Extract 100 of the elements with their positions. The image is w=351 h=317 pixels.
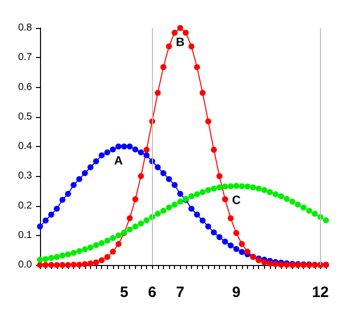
point	[48, 212, 54, 218]
point	[93, 259, 100, 266]
y-tick-label: 0.1	[18, 230, 32, 241]
point	[82, 170, 88, 176]
series-label: C	[232, 192, 241, 207]
point	[154, 164, 161, 170]
point	[266, 260, 273, 267]
point	[110, 235, 116, 242]
point	[48, 254, 54, 261]
point	[228, 242, 234, 248]
point	[132, 196, 138, 202]
point	[172, 182, 178, 188]
x-tick-label: 9	[232, 284, 240, 301]
point	[87, 164, 94, 170]
point	[205, 118, 212, 124]
point	[216, 173, 222, 180]
point	[37, 256, 43, 263]
point	[284, 196, 290, 202]
point	[65, 190, 72, 197]
point	[238, 240, 245, 247]
point	[87, 244, 94, 251]
point	[306, 208, 312, 214]
point	[222, 238, 228, 245]
point	[54, 262, 60, 268]
point	[116, 144, 122, 150]
point	[116, 232, 122, 238]
point	[323, 217, 329, 224]
y-tick-label: 0.8	[18, 22, 32, 34]
point	[200, 189, 206, 196]
point	[48, 262, 54, 268]
point	[93, 158, 100, 164]
point	[200, 218, 206, 224]
point	[194, 212, 200, 218]
point	[98, 152, 105, 158]
point	[87, 260, 94, 267]
point	[42, 218, 49, 224]
point	[210, 229, 217, 236]
point	[205, 187, 212, 194]
point	[289, 198, 296, 205]
point	[116, 240, 122, 247]
point	[166, 176, 172, 182]
y-tick-label: 0.4	[18, 141, 32, 152]
point	[261, 259, 268, 266]
point	[126, 144, 133, 150]
point	[65, 262, 72, 268]
point	[312, 210, 318, 217]
point	[188, 43, 194, 50]
point	[104, 149, 110, 156]
point	[144, 152, 150, 158]
point	[54, 254, 60, 260]
series-label: A	[114, 154, 124, 168]
point	[272, 191, 279, 198]
point	[177, 25, 184, 31]
point	[177, 198, 184, 205]
point	[70, 250, 77, 256]
point	[210, 186, 217, 192]
point	[126, 226, 133, 232]
point	[172, 30, 178, 36]
point	[294, 202, 301, 208]
point	[42, 262, 49, 268]
point	[233, 230, 240, 236]
point	[166, 204, 172, 211]
point	[238, 183, 245, 190]
y-tick-label: 0.6	[18, 82, 32, 93]
point	[76, 248, 82, 254]
point	[138, 220, 144, 227]
point	[121, 144, 128, 150]
point	[132, 223, 138, 230]
point	[205, 223, 212, 230]
point	[266, 189, 273, 196]
y-tick-label: 0.3	[18, 170, 32, 182]
point	[216, 234, 222, 240]
point	[250, 184, 256, 190]
point	[182, 30, 189, 36]
point	[233, 246, 240, 252]
point	[172, 202, 178, 208]
point	[76, 262, 82, 268]
point	[177, 190, 184, 197]
point	[104, 254, 110, 260]
point	[110, 248, 116, 255]
point	[160, 170, 166, 176]
point	[98, 240, 105, 246]
point	[278, 193, 284, 200]
point	[160, 208, 166, 214]
point	[93, 242, 100, 248]
point	[244, 248, 250, 255]
point	[59, 196, 66, 203]
point	[228, 215, 234, 222]
point	[42, 256, 49, 262]
y-tick-label: 0.5	[18, 111, 32, 122]
x-tick-label: 7	[176, 284, 184, 301]
x-tick-label: 6	[148, 284, 156, 301]
point	[76, 176, 82, 182]
point	[59, 252, 66, 259]
point	[144, 217, 150, 224]
point	[82, 261, 88, 268]
y-tick-label: 0.2	[18, 200, 32, 212]
point	[244, 183, 250, 190]
point	[210, 146, 217, 153]
point	[59, 262, 66, 268]
